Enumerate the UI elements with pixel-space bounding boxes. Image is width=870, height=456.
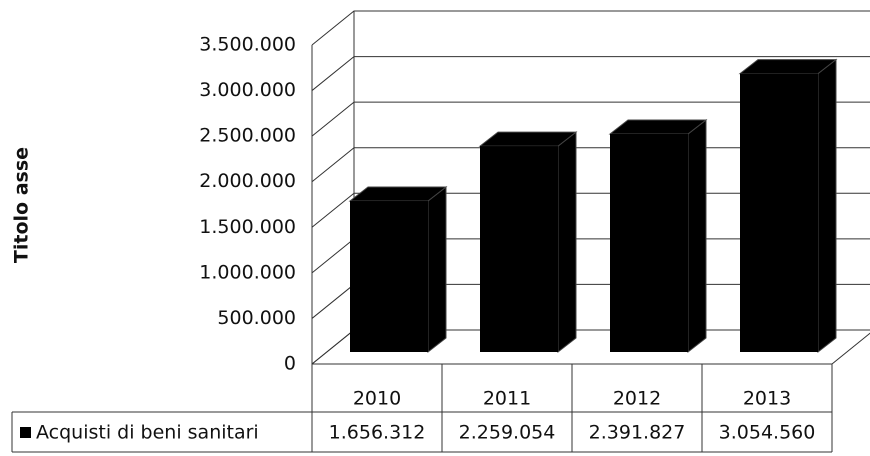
data-label: 1.656.312 <box>329 422 426 444</box>
data-label: 3.054.560 <box>719 422 816 444</box>
bar-side <box>427 186 447 354</box>
bar <box>610 134 688 352</box>
grid-line <box>311 101 870 137</box>
bar <box>740 73 818 353</box>
y-tick-label: 2.000.000 <box>199 170 296 192</box>
y-tick-label: 1.000.000 <box>199 261 296 283</box>
x-tick-label: 2012 <box>613 388 661 410</box>
y-tick-label: 2.500.000 <box>199 125 296 147</box>
data-label: 2.391.827 <box>589 422 686 444</box>
x-tick-label: 2010 <box>353 388 401 410</box>
y-tick-label: 3.500.000 <box>199 34 296 56</box>
y-tick-label: 0 <box>284 353 296 375</box>
data-label: 2.259.054 <box>459 422 556 444</box>
grid-line <box>311 10 870 46</box>
legend-swatch <box>20 427 31 438</box>
grid-line <box>311 56 870 91</box>
y-tick-label: 1.500.000 <box>199 216 296 238</box>
bar <box>350 201 428 352</box>
x-tick-label: 2011 <box>483 388 531 410</box>
y-tick-label: 3.000.000 <box>199 79 296 101</box>
bar-side <box>557 131 577 354</box>
bar-side <box>687 118 707 354</box>
y-tick-label: 500.000 <box>217 307 296 329</box>
left-wall <box>311 11 355 366</box>
bar <box>480 146 558 352</box>
bar-side <box>817 58 837 354</box>
legend-label: Acquisti di beni sanitari <box>36 422 259 444</box>
x-tick-label: 2013 <box>743 388 791 410</box>
y-axis-title: Titolo asse <box>11 147 33 263</box>
